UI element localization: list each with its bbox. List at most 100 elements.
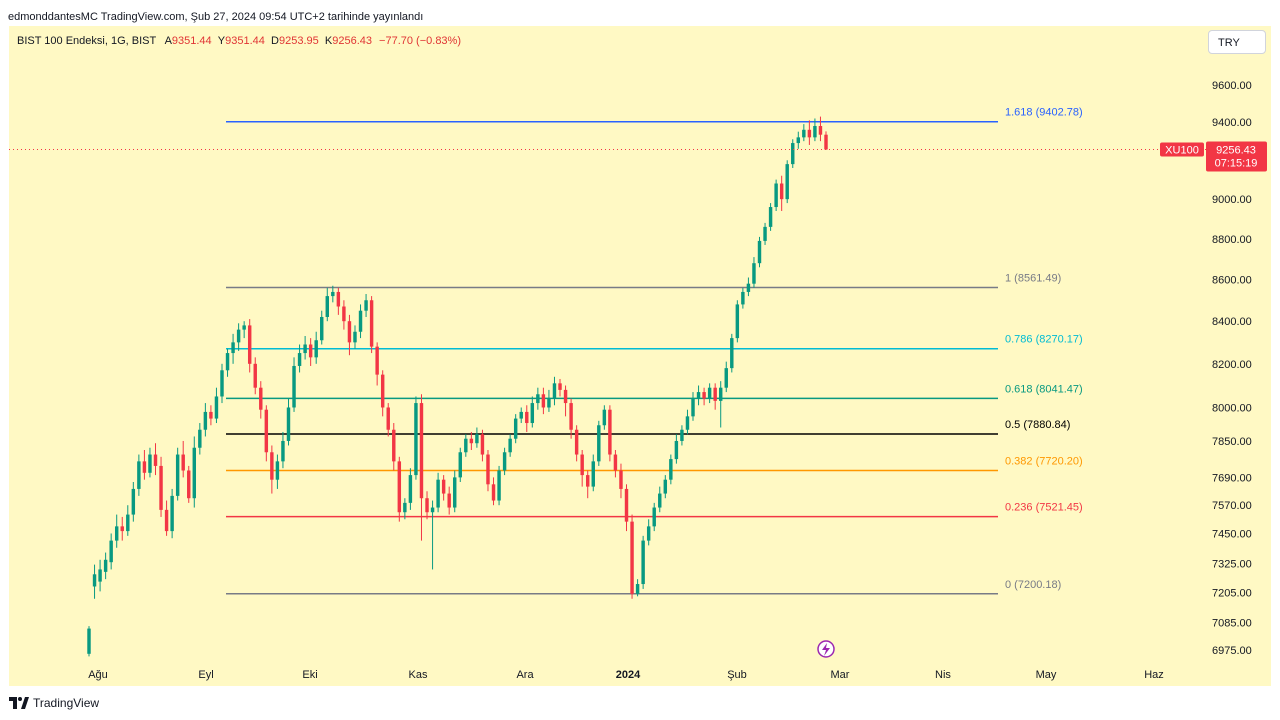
candle-body[interactable] — [209, 411, 213, 419]
candle-body[interactable] — [635, 584, 640, 594]
candle-body[interactable] — [752, 263, 756, 284]
candle-body[interactable] — [98, 569, 102, 582]
candle-body[interactable] — [491, 484, 496, 501]
candle-body[interactable] — [236, 329, 241, 343]
candle-body[interactable] — [536, 394, 540, 404]
candle-body[interactable] — [680, 429, 684, 441]
candle-body[interactable] — [419, 403, 424, 499]
candle-body[interactable] — [458, 452, 462, 478]
candle-body[interactable] — [397, 461, 402, 513]
candle-body[interactable] — [331, 291, 335, 297]
candle-body[interactable] — [791, 143, 795, 165]
candle-body[interactable] — [691, 398, 695, 417]
candle-body[interactable] — [530, 403, 535, 424]
candle-body[interactable] — [702, 392, 706, 399]
candle-body[interactable] — [392, 429, 396, 462]
candle-body[interactable] — [724, 368, 728, 388]
candle-body[interactable] — [718, 387, 723, 401]
candle-body[interactable] — [447, 493, 451, 508]
candle-body[interactable] — [153, 454, 158, 466]
candle-body[interactable] — [414, 403, 418, 476]
candle-body[interactable] — [580, 454, 584, 476]
candle-body[interactable] — [225, 353, 230, 371]
candle-body[interactable] — [563, 389, 568, 404]
candle-body[interactable] — [464, 438, 468, 453]
candle-body[interactable] — [674, 440, 679, 460]
candle-body[interactable] — [87, 628, 91, 654]
candle-body[interactable] — [375, 346, 379, 375]
candle-body[interactable] — [741, 291, 745, 305]
candle-body[interactable] — [170, 495, 174, 532]
candle-body[interactable] — [247, 325, 252, 364]
candle-body[interactable] — [347, 321, 352, 343]
candle-body[interactable] — [669, 459, 673, 480]
candle-body[interactable] — [242, 325, 246, 330]
candle-body[interactable] — [297, 353, 302, 366]
candle-body[interactable] — [320, 316, 324, 341]
candle-body[interactable] — [646, 526, 651, 541]
candle-body[interactable] — [541, 394, 546, 408]
candle-body[interactable] — [486, 454, 490, 485]
candle-body[interactable] — [126, 514, 130, 532]
candle-body[interactable] — [175, 454, 180, 496]
candle-body[interactable] — [730, 338, 734, 369]
chart-area[interactable] — [9, 26, 1271, 686]
candle-body[interactable] — [735, 304, 740, 339]
candle-body[interactable] — [802, 129, 806, 138]
candle-body[interactable] — [597, 425, 601, 462]
candle-body[interactable] — [641, 540, 645, 585]
candle-body[interactable] — [275, 461, 280, 480]
candle-body[interactable] — [480, 434, 485, 455]
candle-body[interactable] — [707, 387, 712, 399]
candle-body[interactable] — [231, 342, 235, 354]
candle-body[interactable] — [159, 465, 163, 510]
candle-body[interactable] — [214, 396, 219, 419]
candle-body[interactable] — [120, 526, 124, 532]
candle-body[interactable] — [779, 183, 784, 200]
candle-body[interactable] — [685, 416, 690, 430]
candle-body[interactable] — [475, 434, 479, 444]
candle-body[interactable] — [308, 344, 313, 358]
candle-body[interactable] — [602, 409, 607, 426]
candle-body[interactable] — [164, 509, 169, 532]
candle-body[interactable] — [220, 370, 224, 397]
candle-body[interactable] — [103, 559, 108, 572]
candle-body[interactable] — [436, 479, 440, 508]
candle-body[interactable] — [369, 300, 374, 347]
candle-body[interactable] — [513, 418, 518, 439]
candle-body[interactable] — [453, 477, 457, 508]
candle-body[interactable] — [813, 126, 817, 138]
candle-body[interactable] — [198, 429, 202, 448]
candle-body[interactable] — [630, 521, 634, 594]
candle-body[interactable] — [114, 526, 119, 541]
candle-body[interactable] — [658, 493, 662, 508]
candle-body[interactable] — [768, 207, 773, 227]
candle-body[interactable] — [181, 454, 185, 471]
candle-body[interactable] — [270, 452, 274, 480]
candle-body[interactable] — [713, 387, 717, 401]
candle-body[interactable] — [336, 291, 341, 307]
candle-body[interactable] — [281, 440, 285, 462]
candle-body[interactable] — [763, 226, 767, 241]
candle-body[interactable] — [807, 129, 812, 138]
candle-body[interactable] — [403, 502, 407, 513]
symbol-label[interactable]: BIST 100 Endeksi, 1G, BIST — [17, 35, 156, 47]
currency-button[interactable]: TRY — [1208, 30, 1266, 54]
candle-body[interactable] — [746, 283, 751, 292]
candle-body[interactable] — [142, 461, 147, 473]
candle-body[interactable] — [430, 507, 435, 513]
candle-body[interactable] — [574, 429, 579, 455]
candle-body[interactable] — [253, 363, 257, 388]
candle-body[interactable] — [358, 310, 363, 332]
candle-body[interactable] — [109, 540, 113, 563]
candle-body[interactable] — [425, 498, 429, 513]
candle-body[interactable] — [303, 344, 307, 354]
candle-body[interactable] — [818, 126, 823, 135]
tradingview-logo[interactable]: TradingView — [9, 695, 99, 711]
candle-body[interactable] — [785, 164, 789, 200]
candle-body[interactable] — [441, 479, 446, 494]
candle-body[interactable] — [148, 454, 152, 473]
candle-body[interactable] — [586, 475, 590, 487]
candle-body[interactable] — [552, 383, 557, 399]
